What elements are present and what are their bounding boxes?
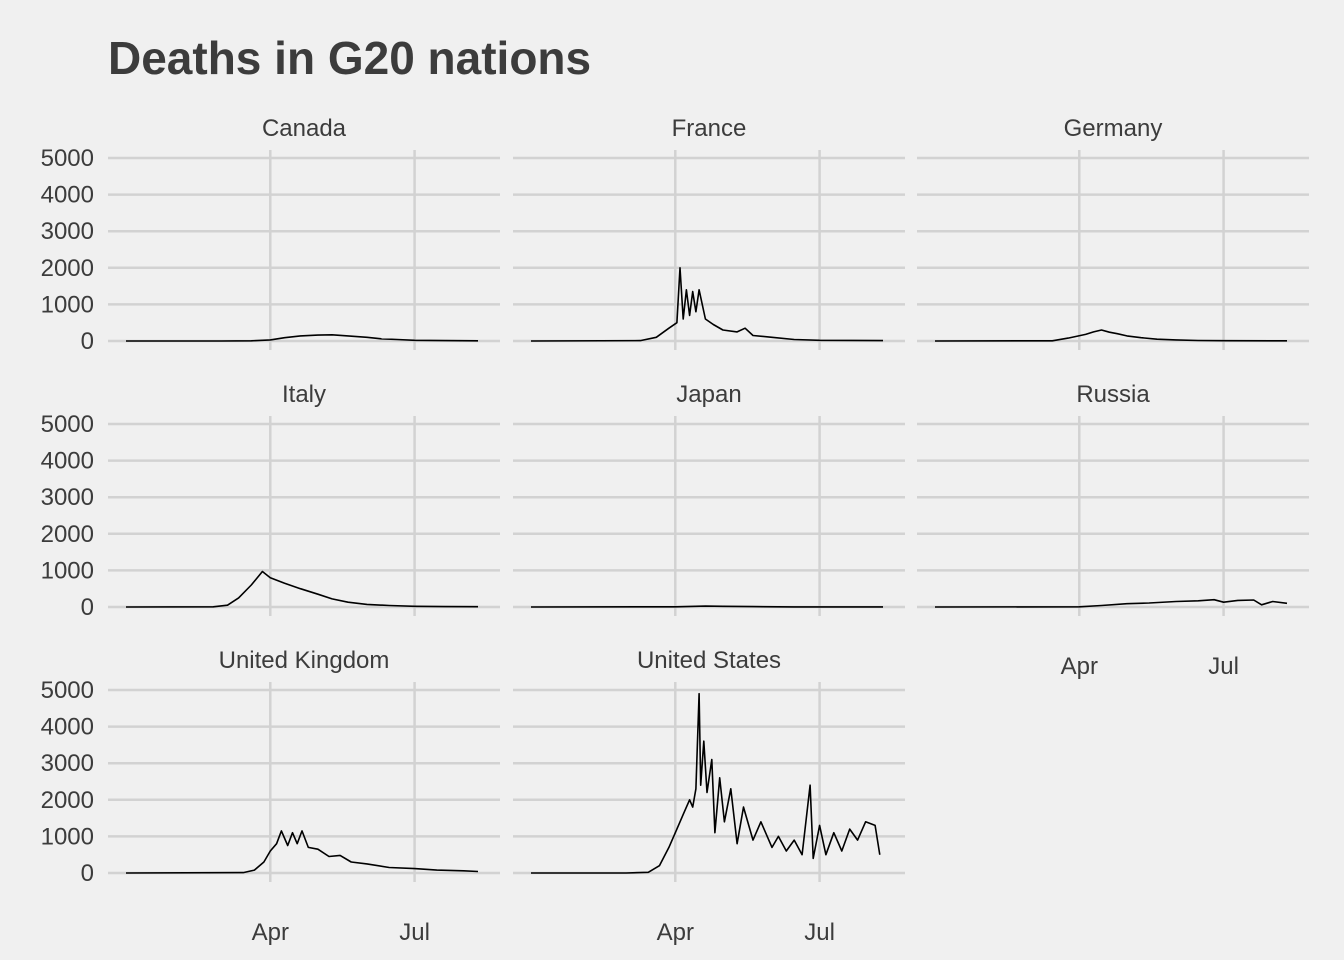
- y-tick-label: 4000: [41, 182, 94, 209]
- panel-united-states: United States Apr Jul: [513, 647, 905, 946]
- series-line-france: [530, 266, 884, 342]
- panel-strip-label: Russia: [1076, 381, 1150, 408]
- panel-france: France: [513, 115, 905, 350]
- y-tick-label: 0: [81, 860, 94, 887]
- chart-title: Deaths in G20 nations: [108, 32, 591, 84]
- panel-strip-label: Germany: [1064, 115, 1163, 142]
- y-tick-label: 5000: [41, 411, 94, 438]
- panel-strip-label: Canada: [262, 115, 347, 142]
- x-tick-label: Jul: [399, 919, 430, 946]
- y-tick-label: 0: [81, 328, 94, 355]
- x-tick-label: Apr: [252, 919, 289, 946]
- y-tick-label: 3000: [41, 218, 94, 245]
- panel-canada: Canada 0 1000 2000 3000 4000 5000: [41, 115, 500, 355]
- x-tick-label: Apr: [1061, 653, 1098, 680]
- y-tick-label: 2000: [41, 787, 94, 814]
- y-tick-label: 3000: [41, 484, 94, 511]
- panel-russia: Russia Apr Jul: [917, 381, 1309, 680]
- y-tick-label: 4000: [41, 714, 94, 741]
- y-tick-label: 2000: [41, 255, 94, 282]
- y-tick-label: 1000: [41, 557, 94, 584]
- panel-strip-label: Italy: [282, 381, 326, 408]
- x-tick-label: Apr: [657, 919, 694, 946]
- x-tick-label: Jul: [1208, 653, 1239, 680]
- x-tick-label: Jul: [804, 919, 835, 946]
- series-line-united-kingdom: [125, 830, 479, 874]
- series-line-germany: [934, 329, 1288, 342]
- y-tick-label: 3000: [41, 750, 94, 777]
- panel-united-kingdom: United Kingdom 0 1000 2000 3000 4000 5000 Apr Ju…: [41, 647, 500, 946]
- series-line-japan: [530, 605, 883, 608]
- series-line-russia: [934, 598, 1288, 608]
- panel-germany: Germany: [917, 115, 1309, 350]
- y-tick-label: 1000: [41, 291, 94, 318]
- panel-japan: Japan: [513, 381, 905, 616]
- y-tick-label: 2000: [41, 521, 94, 548]
- panel-italy: Italy 0 1000 2000 3000 4000 5000: [41, 381, 500, 621]
- panel-strip-label: Japan: [676, 381, 741, 408]
- series-line-united-states: [531, 692, 881, 874]
- panel-strip-label: United States: [637, 647, 781, 674]
- panel-strip-label: France: [672, 115, 747, 142]
- y-tick-label: 4000: [41, 448, 94, 475]
- y-tick-label: 0: [81, 594, 94, 621]
- y-tick-label: 5000: [41, 677, 94, 704]
- series-line-canada: [126, 333, 479, 342]
- y-tick-label: 5000: [41, 145, 94, 172]
- series-line-italy: [125, 570, 479, 608]
- facet-panels: Canada 0 1000 2000 3000 4000 5000 France Germany…: [41, 115, 1309, 946]
- panel-strip-label: United Kingdom: [219, 647, 390, 674]
- y-tick-label: 1000: [41, 823, 94, 850]
